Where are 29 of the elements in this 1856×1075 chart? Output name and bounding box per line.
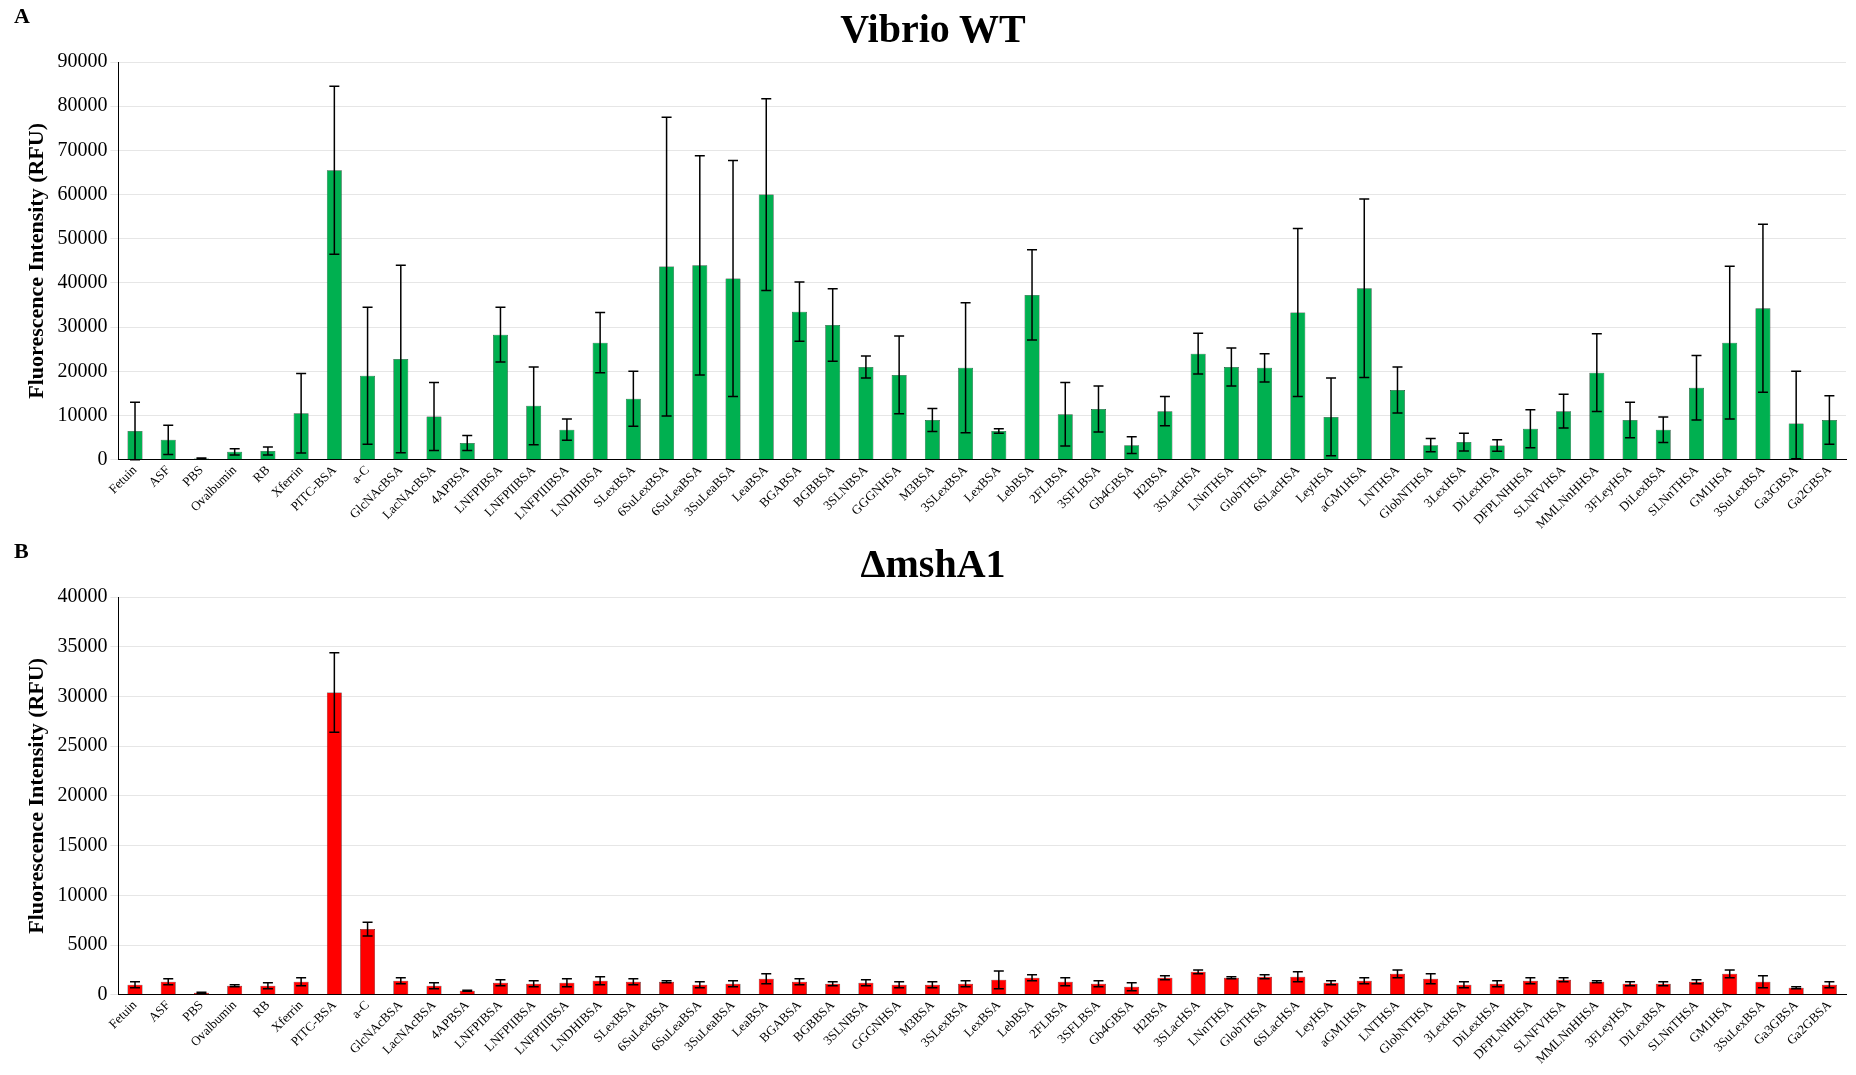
y-tick-label: 5000: [67, 932, 108, 955]
x-tick-label: RB: [249, 461, 273, 486]
y-tick-label: 35000: [57, 633, 108, 656]
y-axis-title: Fluorescence Intensity (RFU): [22, 657, 48, 934]
y-tick-label: 90000: [57, 49, 108, 72]
y-tick-label: 10000: [57, 882, 108, 905]
x-tick-label: ASF: [145, 462, 173, 490]
y-tick-label: 10000: [57, 402, 108, 425]
text: A: [14, 2, 30, 28]
y-tick-label: 50000: [57, 226, 108, 249]
y-tick-label: 40000: [57, 584, 108, 607]
y-tick-label: 25000: [57, 733, 108, 756]
chart-title: Vibrio WT: [840, 6, 1027, 52]
x-tick-label: ASF: [145, 997, 173, 1025]
y-tick-label: 30000: [57, 683, 108, 706]
y-axis-title: Fluorescence Intensity (RFU): [22, 122, 48, 399]
y-tick-label: 40000: [57, 270, 108, 293]
chart-title: ΔmshA1: [860, 541, 1006, 587]
y-tick-label: 0: [97, 981, 108, 1004]
text: B: [14, 537, 29, 563]
y-tick-label: 80000: [57, 93, 108, 116]
y-tick-label: 30000: [57, 314, 108, 337]
y-tick-label: 70000: [57, 137, 108, 160]
y-tick-label: 15000: [57, 832, 108, 855]
y-tick-label: 60000: [57, 181, 108, 204]
x-tick-label: RB: [249, 996, 273, 1021]
y-tick-label: 20000: [57, 358, 108, 381]
y-tick-label: 20000: [57, 783, 108, 806]
y-tick-label: 0: [97, 446, 108, 469]
